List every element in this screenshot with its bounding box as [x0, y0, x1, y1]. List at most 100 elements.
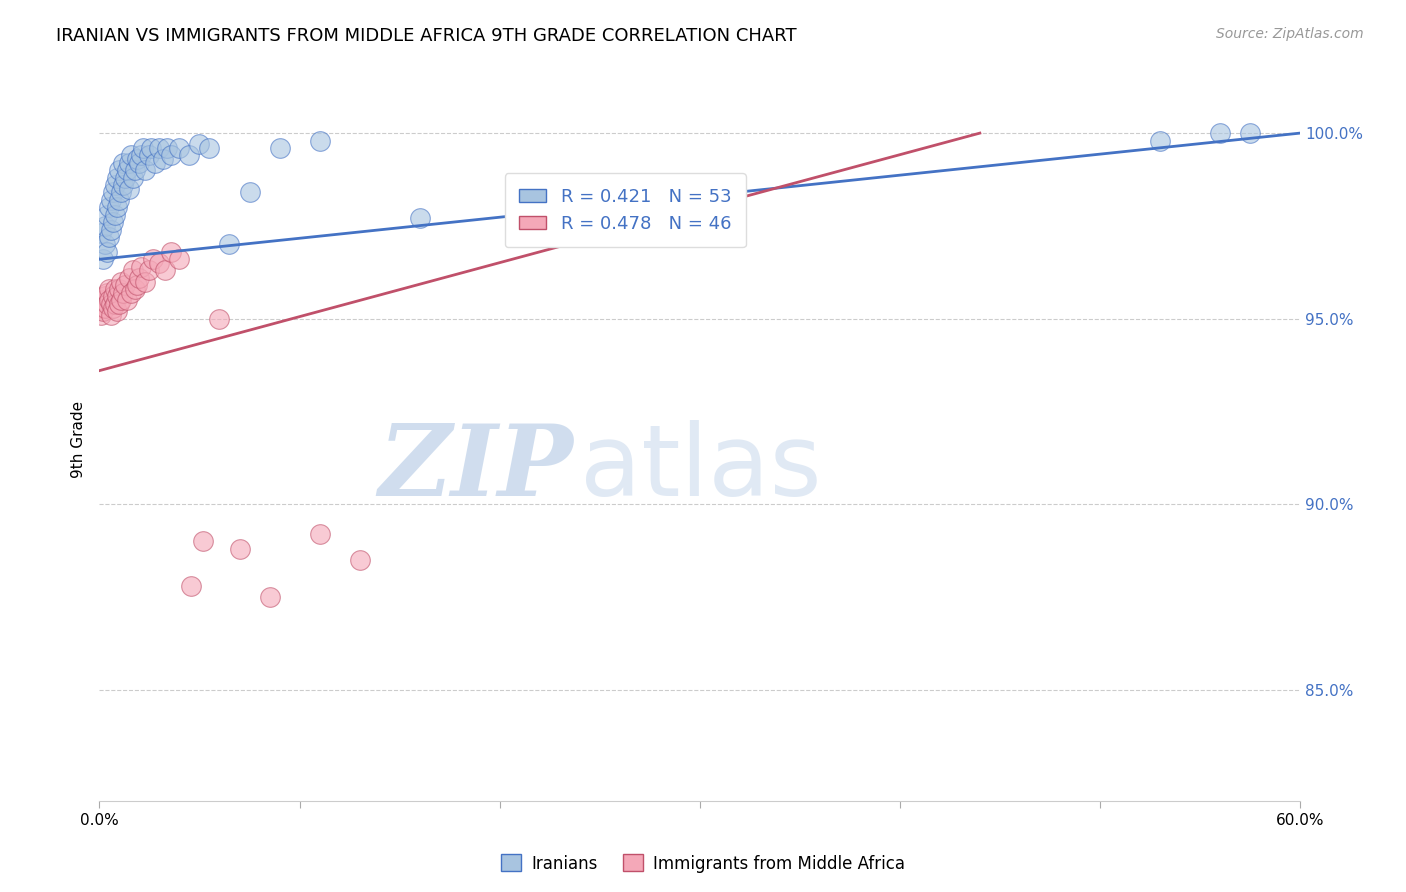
Point: [156, 141, 179, 155]
Point: [160, 244, 183, 259]
Point: [98, 230, 121, 244]
Point: [169, 141, 191, 155]
Point: [98, 282, 121, 296]
Point: [90, 308, 112, 322]
Point: [107, 304, 129, 318]
Point: [103, 215, 125, 229]
Point: [269, 141, 291, 155]
Point: [155, 263, 177, 277]
Point: [117, 293, 139, 307]
Point: [110, 186, 132, 200]
Point: [94, 237, 117, 252]
Point: [107, 200, 129, 214]
Point: [90, 301, 112, 315]
Point: [128, 156, 150, 170]
Point: [93, 252, 115, 267]
Point: [208, 311, 231, 326]
Point: [609, 215, 631, 229]
Point: [104, 297, 127, 311]
Point: [120, 285, 142, 300]
Text: Source: ZipAtlas.com: Source: ZipAtlas.com: [1216, 27, 1364, 41]
Point: [117, 163, 139, 178]
Point: [93, 293, 115, 307]
Point: [127, 278, 149, 293]
Point: [96, 208, 118, 222]
Point: [179, 148, 201, 162]
Point: [96, 244, 118, 259]
Point: [141, 141, 163, 155]
Point: [100, 222, 122, 236]
Point: [110, 275, 132, 289]
Point: [124, 282, 146, 296]
Point: [198, 141, 221, 155]
Point: [134, 275, 156, 289]
Point: [110, 293, 132, 307]
Point: [259, 590, 281, 604]
Point: [114, 170, 136, 185]
Point: [152, 152, 174, 166]
Point: [108, 282, 131, 296]
Point: [96, 297, 118, 311]
Point: [120, 148, 142, 162]
Point: [142, 252, 165, 267]
Legend: R = 0.421   N = 53, R = 0.478   N = 46: R = 0.421 N = 53, R = 0.478 N = 46: [505, 173, 745, 247]
Point: [180, 579, 202, 593]
Point: [108, 297, 131, 311]
Point: [132, 141, 155, 155]
Point: [96, 285, 118, 300]
Point: [138, 263, 160, 277]
Point: [100, 297, 122, 311]
Point: [134, 163, 156, 178]
Point: [98, 200, 121, 214]
Point: [94, 219, 117, 233]
Y-axis label: 9th Grade: 9th Grade: [72, 401, 86, 478]
Point: [114, 278, 136, 293]
Point: [107, 289, 129, 303]
Point: [118, 156, 141, 170]
Point: [1239, 126, 1261, 140]
Point: [138, 148, 160, 162]
Point: [100, 193, 122, 207]
Point: [90, 227, 112, 241]
Text: ZIP: ZIP: [378, 420, 574, 516]
Point: [238, 186, 260, 200]
Point: [128, 270, 150, 285]
Point: [127, 152, 149, 166]
Point: [112, 156, 135, 170]
Point: [103, 301, 125, 315]
Point: [112, 285, 135, 300]
Point: [103, 289, 125, 303]
Point: [228, 541, 250, 556]
Point: [148, 141, 170, 155]
Point: [1209, 126, 1232, 140]
Point: [408, 211, 430, 226]
Point: [104, 208, 127, 222]
Point: [104, 282, 127, 296]
Point: [131, 260, 153, 274]
Point: [118, 270, 141, 285]
Point: [112, 178, 135, 192]
Point: [94, 301, 117, 315]
Point: [103, 186, 125, 200]
Point: [1149, 134, 1171, 148]
Point: [169, 252, 191, 267]
Point: [100, 308, 122, 322]
Point: [124, 163, 146, 178]
Point: [145, 156, 167, 170]
Point: [188, 137, 211, 152]
Point: [349, 553, 371, 567]
Point: [94, 289, 117, 303]
Point: [122, 170, 145, 185]
Point: [131, 148, 153, 162]
Point: [107, 170, 129, 185]
Point: [160, 148, 183, 162]
Point: [308, 527, 330, 541]
Text: atlas: atlas: [579, 420, 821, 516]
Point: [218, 237, 240, 252]
Text: IRANIAN VS IMMIGRANTS FROM MIDDLE AFRICA 9TH GRADE CORRELATION CHART: IRANIAN VS IMMIGRANTS FROM MIDDLE AFRICA…: [56, 27, 797, 45]
Point: [108, 163, 131, 178]
Point: [308, 134, 330, 148]
Point: [98, 293, 121, 307]
Legend: Iranians, Immigrants from Middle Africa: Iranians, Immigrants from Middle Africa: [495, 847, 911, 880]
Point: [193, 534, 215, 549]
